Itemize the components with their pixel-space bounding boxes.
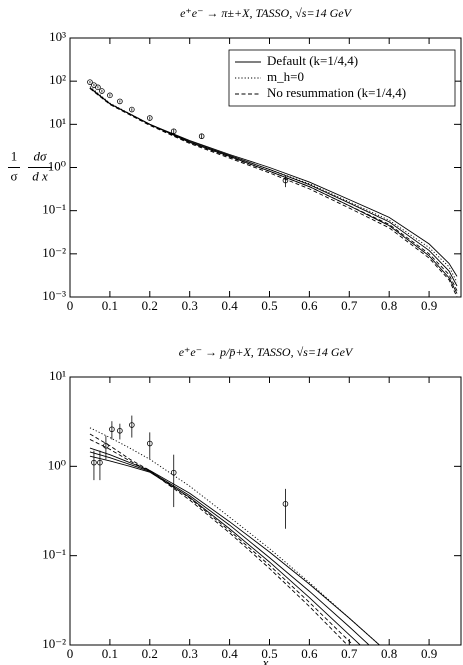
- x-tick-label: 0.2: [142, 646, 158, 661]
- y-tick-label: 10²: [49, 72, 66, 87]
- y-tick-label: 10⁰: [48, 158, 66, 173]
- data-point: [107, 92, 113, 99]
- curve: [89, 87, 458, 294]
- x-tick-label: 0.9: [421, 298, 437, 313]
- x-tick-label: 0: [67, 298, 74, 313]
- legend-label: Default (k=1/4,4): [267, 53, 358, 68]
- x-tick-label: 0: [67, 646, 74, 661]
- legend-label: No resummation (k=1/4,4): [267, 85, 406, 100]
- curve: [89, 455, 361, 645]
- curve: [89, 88, 458, 297]
- legend-label: m_h=0: [267, 69, 304, 84]
- x-tick-label: 0.1: [102, 298, 118, 313]
- x-tick-label: 0.2: [142, 298, 158, 313]
- x-tick-label: 0.5: [261, 646, 277, 661]
- data-point: [103, 442, 109, 449]
- data-point: [198, 133, 205, 140]
- chart-title: e⁺e⁻ → π±+X, TASSO, √s=14 GeV: [180, 6, 352, 20]
- chart-title: e⁺e⁻ → p/p̄+X, TASSO, √s=14 GeV: [179, 345, 354, 359]
- x-axis-label: x: [262, 655, 269, 665]
- legend-box: [228, 49, 456, 107]
- x-tick-label: 0.5: [261, 298, 277, 313]
- y-tick-label: 10¹: [49, 115, 66, 130]
- x-tick-label: 0.4: [221, 298, 238, 313]
- x-tick-label: 0.3: [182, 646, 198, 661]
- curve: [89, 439, 348, 645]
- data-point: [95, 84, 101, 91]
- data-point: [109, 426, 115, 433]
- data-point: [170, 128, 177, 135]
- x-tick-label: 0.8: [381, 646, 397, 661]
- y-tick-label: 10⁻¹: [42, 547, 66, 562]
- curve: [89, 87, 458, 277]
- y-tick-label: 10⁻³: [42, 288, 66, 303]
- data-point: [117, 427, 123, 434]
- x-tick-label: 0.6: [301, 298, 318, 313]
- data-point: [282, 501, 289, 507]
- data-point: [117, 98, 123, 105]
- curve: [89, 447, 381, 645]
- plot-area: [87, 79, 458, 297]
- data-point: [99, 88, 105, 94]
- curve: [89, 87, 458, 287]
- y-axis-label: σ: [10, 168, 17, 183]
- data-point: [170, 469, 177, 476]
- data-point: [282, 177, 289, 184]
- x-tick-label: 0.3: [182, 298, 198, 313]
- y-tick-label: 10¹: [49, 368, 66, 383]
- curve: [89, 86, 458, 283]
- x-tick-label: 0.7: [341, 298, 358, 313]
- x-tick-label: 0.4: [221, 646, 238, 661]
- y-tick-label: 10⁰: [48, 457, 66, 472]
- curve: [89, 88, 458, 291]
- x-tick-label: 0.8: [381, 298, 397, 313]
- plot-frame: [69, 376, 462, 646]
- y-tick-label: 10³: [49, 29, 66, 44]
- x-tick-label: 0.7: [341, 646, 358, 661]
- y-axis-label: d x: [32, 168, 48, 183]
- curve: [89, 433, 354, 645]
- plot-area: [89, 415, 381, 645]
- curve: [89, 427, 381, 645]
- y-tick-label: 10⁻²: [42, 245, 66, 260]
- curve: [89, 451, 370, 645]
- y-tick-label: 10⁻²: [42, 636, 66, 651]
- x-tick-label: 0.1: [102, 646, 118, 661]
- x-tick-label: 0.9: [421, 646, 437, 661]
- data-point: [129, 422, 135, 428]
- data-point: [87, 79, 93, 85]
- y-axis-label: dσ: [34, 148, 48, 163]
- data-point: [129, 106, 135, 113]
- data-point: [97, 459, 103, 466]
- data-point: [91, 459, 97, 466]
- data-point: [146, 115, 153, 121]
- x-tick-label: 0.6: [301, 646, 318, 661]
- y-tick-label: 10⁻¹: [42, 202, 66, 217]
- data-point: [146, 440, 153, 447]
- y-axis-label: 1: [11, 148, 18, 163]
